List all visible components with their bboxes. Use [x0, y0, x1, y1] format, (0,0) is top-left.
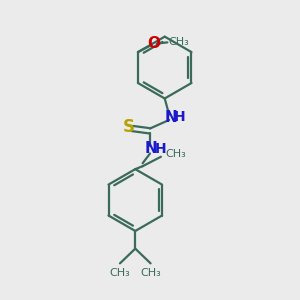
Text: N: N — [164, 110, 177, 124]
Text: CH₃: CH₃ — [165, 149, 186, 159]
Text: CH₃: CH₃ — [169, 38, 190, 47]
Text: CH₃: CH₃ — [140, 268, 161, 278]
Text: H: H — [174, 110, 185, 124]
Text: CH₃: CH₃ — [110, 268, 130, 278]
Text: O: O — [147, 36, 160, 51]
Text: S: S — [123, 118, 135, 136]
Text: N: N — [145, 141, 158, 156]
Text: H: H — [154, 142, 166, 155]
